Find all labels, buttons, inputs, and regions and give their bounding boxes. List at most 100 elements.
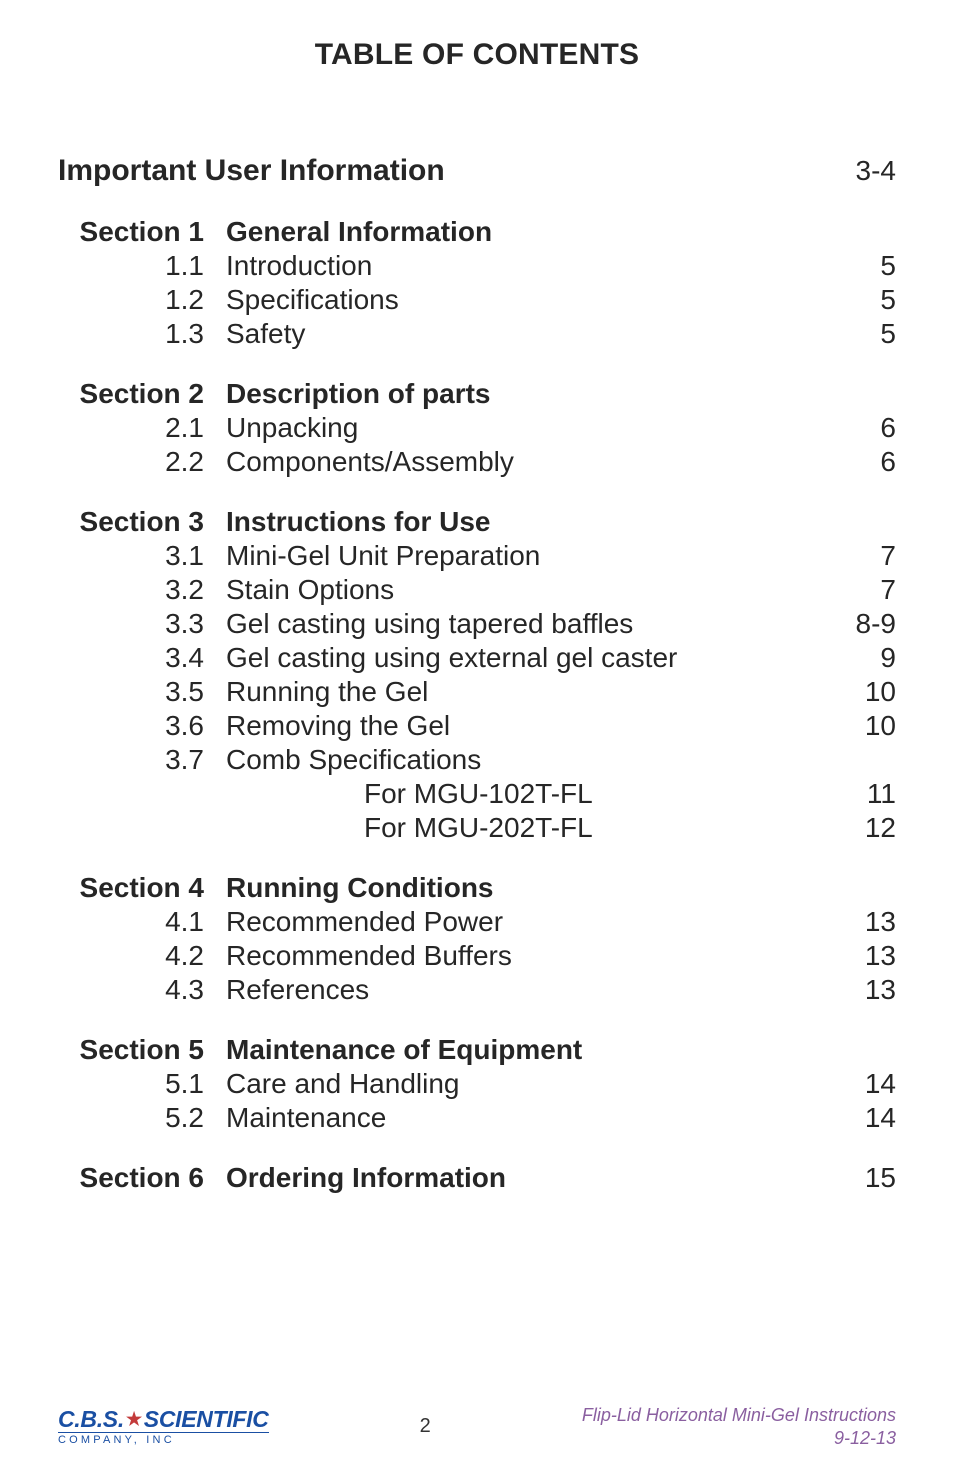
toc-item-1-1-page: 5 — [826, 250, 896, 282]
toc-item-3-4: 3.4 Gel casting using external gel caste… — [58, 642, 896, 674]
toc-important-user-info-page: 3-4 — [816, 155, 896, 187]
toc-section-2-title: Description of parts — [226, 378, 826, 410]
toc-item-1-3-page: 5 — [826, 318, 896, 350]
company-logo-text-a: C.B.S. — [58, 1408, 124, 1431]
toc-sub-3-a: For MGU-102T-FL 11 — [58, 778, 896, 810]
toc-important-user-info-label: Important User Information — [58, 154, 816, 188]
toc-section-1-title: General Information — [226, 216, 826, 248]
toc-sub-3-b-text: For MGU-202T-FL — [364, 812, 826, 844]
toc-item-5-1-num: 5.1 — [58, 1068, 226, 1100]
page-title: TABLE OF CONTENTS — [58, 38, 896, 72]
toc-item-1-2-num: 1.2 — [58, 284, 226, 316]
toc-sub-3-a-page: 11 — [826, 778, 896, 810]
toc-section-1-header: Section 1 General Information — [58, 216, 896, 248]
toc-item-2-1-page: 6 — [826, 412, 896, 444]
toc-section-1-label: Section 1 — [58, 216, 226, 248]
toc-item-3-6-page: 10 — [826, 710, 896, 742]
toc-item-4-1: 4.1 Recommended Power 13 — [58, 906, 896, 938]
toc-sub-3-b-page: 12 — [826, 812, 896, 844]
toc-item-3-2: 3.2 Stain Options 7 — [58, 574, 896, 606]
toc-section-2-label: Section 2 — [58, 378, 226, 410]
toc-sub-3-b: For MGU-202T-FL 12 — [58, 812, 896, 844]
toc-item-4-3-page: 13 — [826, 974, 896, 1006]
toc-section-4-title: Running Conditions — [226, 872, 826, 904]
toc-item-3-5-text: Running the Gel — [226, 676, 826, 708]
toc-item-2-2: 2.2 Components/Assembly 6 — [58, 446, 896, 478]
toc-item-3-5-page: 10 — [826, 676, 896, 708]
company-logo-main: C.B.S. ★ SCIENTIFIC — [58, 1408, 269, 1433]
toc-item-1-3: 1.3 Safety 5 — [58, 318, 896, 350]
toc-section-6-label: Section 6 — [58, 1162, 226, 1194]
toc-item-1-2-page: 5 — [826, 284, 896, 316]
toc-section-3-header: Section 3 Instructions for Use — [58, 506, 896, 538]
toc-section-6-title: Ordering Information — [226, 1162, 826, 1194]
toc-item-3-5-num: 3.5 — [58, 676, 226, 708]
star-icon: ★ — [126, 1410, 142, 1428]
toc-item-4-3-num: 4.3 — [58, 974, 226, 1006]
toc-section-5-header: Section 5 Maintenance of Equipment — [58, 1034, 896, 1066]
toc-item-1-1: 1.1 Introduction 5 — [58, 250, 896, 282]
page: TABLE OF CONTENTS Important User Informa… — [0, 0, 954, 1475]
toc-item-3-4-page: 9 — [826, 642, 896, 674]
toc-item-2-2-text: Components/Assembly — [226, 446, 826, 478]
company-logo: C.B.S. ★ SCIENTIFIC COMPANY, INC — [58, 1408, 269, 1446]
toc-item-3-7-num: 3.7 — [58, 744, 226, 776]
toc-item-1-1-text: Introduction — [226, 250, 826, 282]
toc-item-3-6-text: Removing the Gel — [226, 710, 826, 742]
toc-item-1-3-text: Safety — [226, 318, 826, 350]
document-title: Flip-Lid Horizontal Mini-Gel Instruction… — [582, 1404, 896, 1427]
toc-item-4-3-text: References — [226, 974, 826, 1006]
toc-item-2-1-num: 2.1 — [58, 412, 226, 444]
toc-item-5-2-page: 14 — [826, 1102, 896, 1134]
toc-item-1-2-text: Specifications — [226, 284, 826, 316]
toc-item-3-6: 3.6 Removing the Gel 10 — [58, 710, 896, 742]
toc-item-3-3-text: Gel casting using tapered baffles — [226, 608, 826, 640]
toc-item-3-1-num: 3.1 — [58, 540, 226, 572]
toc-section-6-header: Section 6 Ordering Information 15 — [58, 1162, 896, 1194]
toc-section-4: Section 4 Running Conditions 4.1 Recomme… — [58, 872, 896, 1006]
toc-item-5-1: 5.1 Care and Handling 14 — [58, 1068, 896, 1100]
company-logo-text-b: SCIENTIFIC — [144, 1408, 269, 1431]
toc-item-4-2-num: 4.2 — [58, 940, 226, 972]
toc-item-4-1-num: 4.1 — [58, 906, 226, 938]
toc-section-5: Section 5 Maintenance of Equipment 5.1 C… — [58, 1034, 896, 1134]
toc-section-5-label: Section 5 — [58, 1034, 226, 1066]
toc-item-4-2-text: Recommended Buffers — [226, 940, 826, 972]
toc-section-6-page: 15 — [826, 1162, 896, 1194]
toc-item-3-7-text: Comb Specifications — [226, 744, 826, 776]
toc-item-3-2-page: 7 — [826, 574, 896, 606]
toc-item-3-2-num: 3.2 — [58, 574, 226, 606]
toc-sub-3-a-text: For MGU-102T-FL — [364, 778, 826, 810]
toc-item-3-1-page: 7 — [826, 540, 896, 572]
toc-item-3-1-text: Mini-Gel Unit Preparation — [226, 540, 826, 572]
toc-item-4-3: 4.3 References 13 — [58, 974, 896, 1006]
page-number: 2 — [420, 1415, 431, 1438]
toc-item-3-4-num: 3.4 — [58, 642, 226, 674]
toc-section-3-label: Section 3 — [58, 506, 226, 538]
toc-item-2-1: 2.1 Unpacking 6 — [58, 412, 896, 444]
toc-item-3-7: 3.7 Comb Specifications — [58, 744, 896, 776]
toc-section-3: Section 3 Instructions for Use 3.1 Mini-… — [58, 506, 896, 844]
toc-item-3-5: 3.5 Running the Gel 10 — [58, 676, 896, 708]
company-logo-sub: COMPANY, INC — [58, 1435, 269, 1446]
toc-item-5-1-text: Care and Handling — [226, 1068, 826, 1100]
toc-section-4-label: Section 4 — [58, 872, 226, 904]
toc-item-5-1-page: 14 — [826, 1068, 896, 1100]
toc-item-4-2: 4.2 Recommended Buffers 13 — [58, 940, 896, 972]
page-footer: C.B.S. ★ SCIENTIFIC COMPANY, INC 2 Flip-… — [58, 1404, 896, 1449]
toc-item-2-2-num: 2.2 — [58, 446, 226, 478]
toc-item-5-2: 5.2 Maintenance 14 — [58, 1102, 896, 1134]
toc-section-1: Section 1 General Information 1.1 Introd… — [58, 216, 896, 350]
toc-item-3-3-page: 8-9 — [826, 608, 896, 640]
toc-section-4-header: Section 4 Running Conditions — [58, 872, 896, 904]
toc-section-2: Section 2 Description of parts 2.1 Unpac… — [58, 378, 896, 478]
toc-item-3-3-num: 3.3 — [58, 608, 226, 640]
toc-item-1-3-num: 1.3 — [58, 318, 226, 350]
toc-item-1-1-num: 1.1 — [58, 250, 226, 282]
document-meta: Flip-Lid Horizontal Mini-Gel Instruction… — [582, 1404, 896, 1449]
toc-item-1-2: 1.2 Specifications 5 — [58, 284, 896, 316]
toc-item-5-2-text: Maintenance — [226, 1102, 826, 1134]
toc-important-user-info: Important User Information 3-4 — [58, 154, 896, 188]
toc-item-3-6-num: 3.6 — [58, 710, 226, 742]
toc-item-3-2-text: Stain Options — [226, 574, 826, 606]
